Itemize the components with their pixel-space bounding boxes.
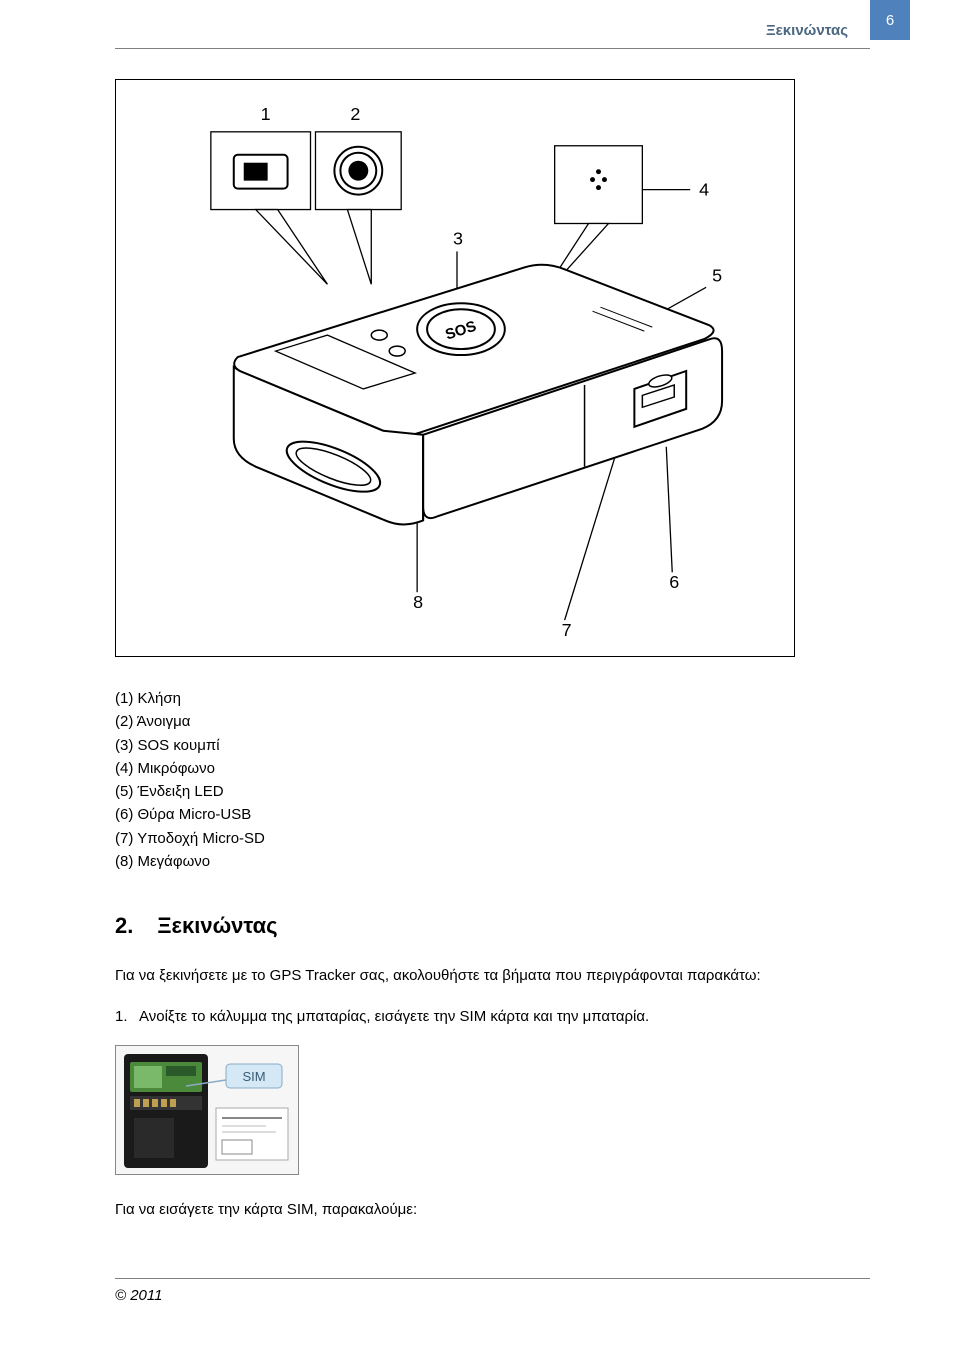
callout-3: 3 [453,228,463,248]
callout-7: 7 [562,620,572,640]
copyright: © 2011 [0,1279,960,1304]
section-number: 2. [115,913,133,939]
callout-4: 4 [699,180,709,200]
legend-item: (3) SOS κουμπί [115,734,870,757]
callout-8: 8 [413,592,423,612]
callout-5: 5 [712,265,722,285]
footer-instruction: Για να εισάγετε την κάρτα SIM, παρακαλού… [115,1201,870,1218]
device-diagram-frame: 1 2 3 4 5 6 7 8 [115,79,795,657]
page-header: Ξεκινώντας 6 [115,0,870,49]
section-title: Ξεκινώντας [157,913,277,939]
callout-6: 6 [669,572,679,592]
legend-item: (4) Μικρόφωνο [115,757,870,780]
sim-label: SIM [242,1069,265,1084]
legend-item: (6) Θύρα Micro-USB [115,803,870,826]
callout-1: 1 [261,104,271,124]
device-diagram-svg: 1 2 3 4 5 6 7 8 [116,80,794,656]
page-number: 6 [886,12,894,29]
sim-figure: SIM [115,1045,299,1175]
legend-item: (2) Άνοιγμα [115,710,870,733]
section-heading: 2. Ξεκινώντας [115,913,870,939]
legend-item: (5) Ένδειξη LED [115,780,870,803]
page-number-box: 6 [870,0,910,40]
legend-item: (1) Κλήση [115,687,870,710]
step-1: 1. Ανοίξτε το κάλυμμα της μπαταρίας, εισ… [115,1008,870,1025]
legend-item: (8) Μεγάφωνο [115,850,870,873]
header-title: Ξεκινώντας [766,18,848,39]
legend-item: (7) Υποδοχή Micro-SD [115,827,870,850]
section-intro: Για να ξεκινήσετε με το GPS Tracker σας,… [115,967,870,984]
legend-list: (1) Κλήση (2) Άνοιγμα (3) SOS κουμπί (4)… [115,687,870,873]
step-text: Ανοίξτε το κάλυμμα της μπαταρίας, εισάγε… [139,1008,649,1025]
step-number: 1. [115,1008,139,1025]
callout-2: 2 [350,104,360,124]
content-area: 1 2 3 4 5 6 7 8 [0,49,960,1218]
